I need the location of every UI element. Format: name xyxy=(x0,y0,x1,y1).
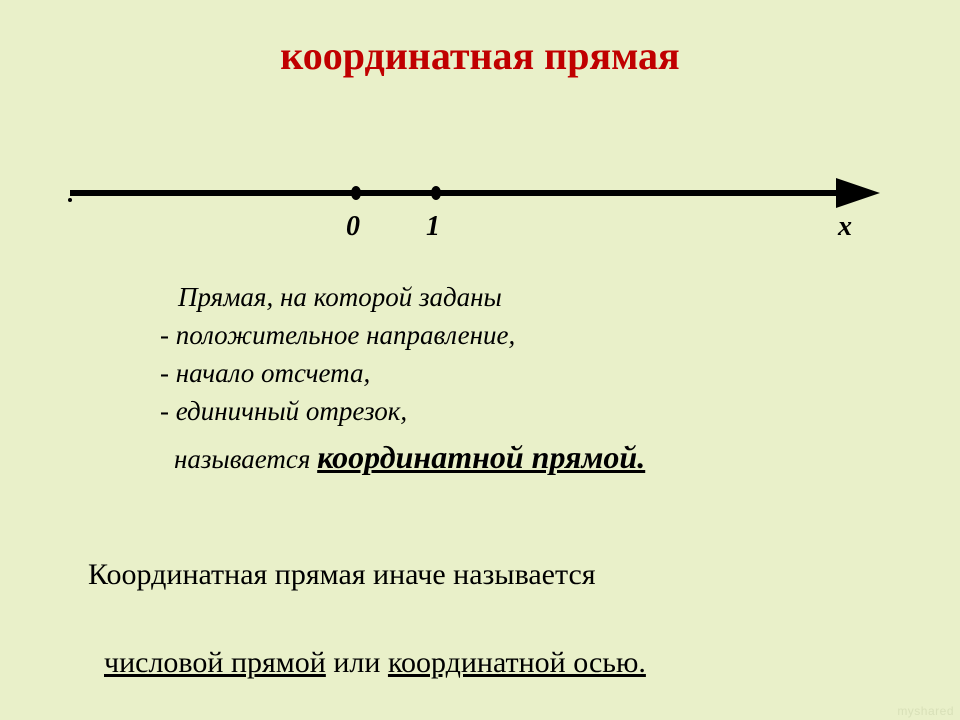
footer-block: Координатная прямая иначе называется числ… xyxy=(88,558,646,680)
axis-line xyxy=(70,190,838,196)
tick-dot-0 xyxy=(351,186,361,200)
number-line: 01x xyxy=(70,178,880,208)
axis-start-dot xyxy=(68,198,72,202)
watermark-text: myshared xyxy=(897,704,954,718)
definition-line: - единичный отрезок, xyxy=(160,392,645,430)
footer-line-2-part: координатной осью. xyxy=(388,646,646,679)
axis-arrow-icon xyxy=(836,178,880,208)
tick-label-0: 0 xyxy=(346,211,360,243)
definition-closing-emph: координатной прямой. xyxy=(317,439,645,475)
definition-line: - положительное направление, xyxy=(160,316,645,354)
definition-closing-prefix: называется xyxy=(174,444,317,474)
definition-line: Прямая, на которой заданы xyxy=(160,278,645,316)
definition-line: - начало отсчета, xyxy=(160,354,645,392)
definition-block: Прямая, на которой заданы- положительное… xyxy=(160,278,645,478)
slide-root: координатная прямая 01x Прямая, на котор… xyxy=(0,0,960,720)
footer-line-1: Координатная прямая иначе называется xyxy=(88,558,646,592)
footer-line-2: числовой прямой или координатной осью. xyxy=(88,646,646,680)
footer-line-2-part: или xyxy=(326,646,388,679)
axis-variable-label: x xyxy=(838,211,852,243)
tick-label-1: 1 xyxy=(426,211,440,243)
tick-dot-1 xyxy=(431,186,441,200)
footer-line-2-part: числовой прямой xyxy=(104,646,326,679)
title-text: координатная прямая xyxy=(0,32,960,79)
definition-closing: называется координатной прямой. xyxy=(160,438,645,478)
